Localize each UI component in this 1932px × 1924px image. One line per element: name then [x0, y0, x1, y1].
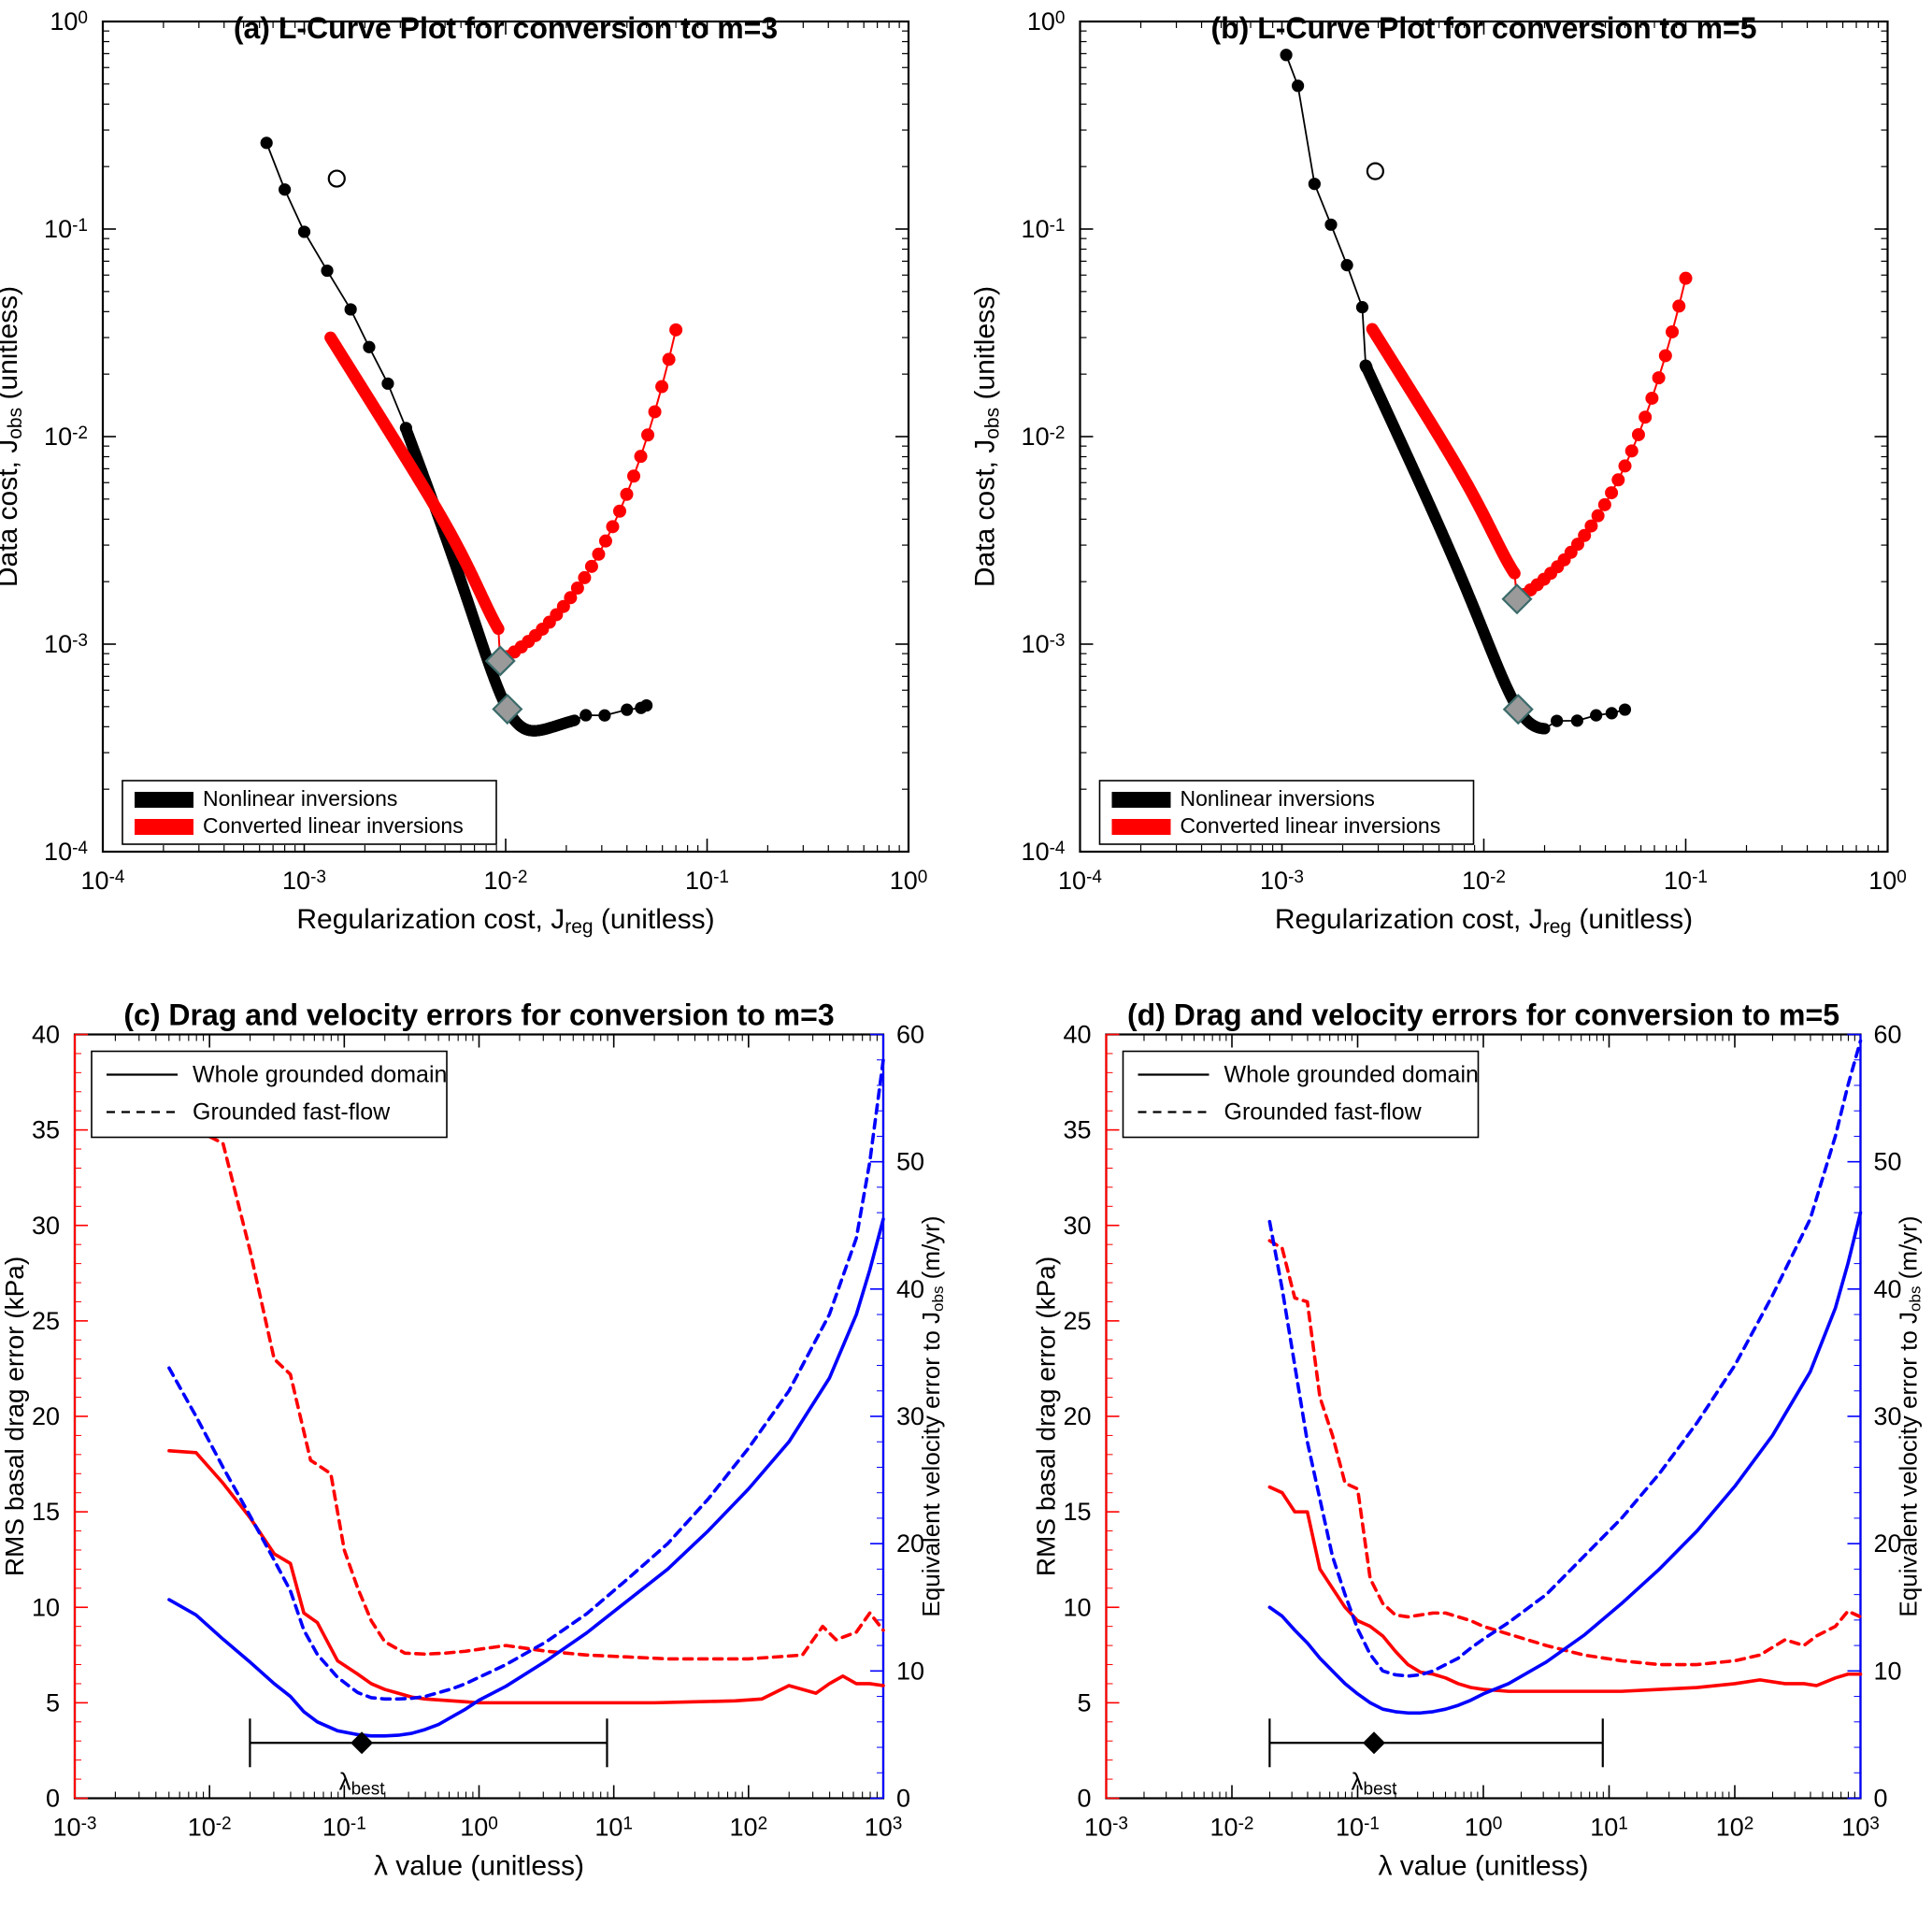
svg-text:50: 50 — [1874, 1148, 1902, 1176]
svg-text:Converted linear inversions: Converted linear inversions — [203, 813, 464, 838]
svg-text:25: 25 — [32, 1307, 60, 1335]
svg-text:Equivalent velocity error to J: Equivalent velocity error to Jobs (m/yr) — [1895, 1215, 1925, 1616]
svg-text:30: 30 — [32, 1212, 60, 1240]
svg-text:Grounded fast-flow: Grounded fast-flow — [193, 1099, 391, 1126]
svg-text:10: 10 — [32, 1593, 60, 1621]
svg-text:(c) Drag and velocity errors f: (c) Drag and velocity errors for convers… — [123, 998, 834, 1032]
svg-text:RMS basal drag error (kPa): RMS basal drag error (kPa) — [0, 1256, 29, 1576]
svg-text:(a) L-Curve Plot for conversio: (a) L-Curve Plot for conversion to m=3 — [234, 11, 778, 45]
svg-text:Nonlinear inversions: Nonlinear inversions — [203, 786, 397, 811]
svg-text:Whole grounded domain: Whole grounded domain — [193, 1062, 447, 1088]
svg-text:0: 0 — [1874, 1785, 1888, 1813]
svg-text:20: 20 — [1063, 1402, 1091, 1430]
svg-text:40: 40 — [1063, 1021, 1091, 1049]
svg-text:(b) L-Curve Plot for conversio: (b) L-Curve Plot for conversion to m=5 — [1210, 11, 1756, 45]
svg-text:50: 50 — [896, 1148, 924, 1176]
svg-text:10: 10 — [1874, 1657, 1902, 1685]
svg-text:Regularization cost, Jreg (uni: Regularization cost, Jreg (unitless) — [296, 904, 714, 938]
svg-text:60: 60 — [896, 1021, 924, 1049]
svg-text:Grounded fast-flow: Grounded fast-flow — [1224, 1099, 1423, 1126]
svg-text:Equivalent velocity error to J: Equivalent velocity error to Jobs (m/yr) — [917, 1215, 947, 1616]
svg-text:0: 0 — [896, 1785, 910, 1813]
svg-text:Nonlinear inversions: Nonlinear inversions — [1181, 786, 1375, 811]
svg-text:RMS basal drag error (kPa): RMS basal drag error (kPa) — [1032, 1256, 1061, 1576]
svg-text:15: 15 — [32, 1498, 60, 1526]
svg-text:40: 40 — [32, 1021, 60, 1049]
svg-text:λ value (unitless): λ value (unitless) — [374, 1851, 584, 1882]
svg-text:5: 5 — [1077, 1688, 1091, 1716]
svg-text:30: 30 — [1063, 1212, 1091, 1240]
svg-text:Regularization cost, Jreg (uni: Regularization cost, Jreg (unitless) — [1275, 904, 1693, 938]
svg-text:60: 60 — [1874, 1021, 1902, 1049]
svg-text:10: 10 — [1063, 1593, 1091, 1621]
svg-text:0: 0 — [1077, 1785, 1091, 1813]
svg-text:10: 10 — [896, 1657, 924, 1685]
svg-text:20: 20 — [32, 1402, 60, 1430]
svg-text:35: 35 — [32, 1116, 60, 1144]
svg-text:Whole grounded domain: Whole grounded domain — [1224, 1062, 1479, 1088]
svg-text:λ value (unitless): λ value (unitless) — [1378, 1851, 1588, 1882]
svg-text:25: 25 — [1063, 1307, 1091, 1335]
svg-text:15: 15 — [1063, 1498, 1091, 1526]
svg-text:0: 0 — [46, 1785, 60, 1813]
svg-text:5: 5 — [46, 1688, 60, 1716]
svg-text:Converted linear inversions: Converted linear inversions — [1181, 813, 1441, 838]
svg-text:(d) Drag and velocity errors f: (d) Drag and velocity errors for convers… — [1127, 998, 1839, 1032]
svg-text:35: 35 — [1063, 1116, 1091, 1144]
